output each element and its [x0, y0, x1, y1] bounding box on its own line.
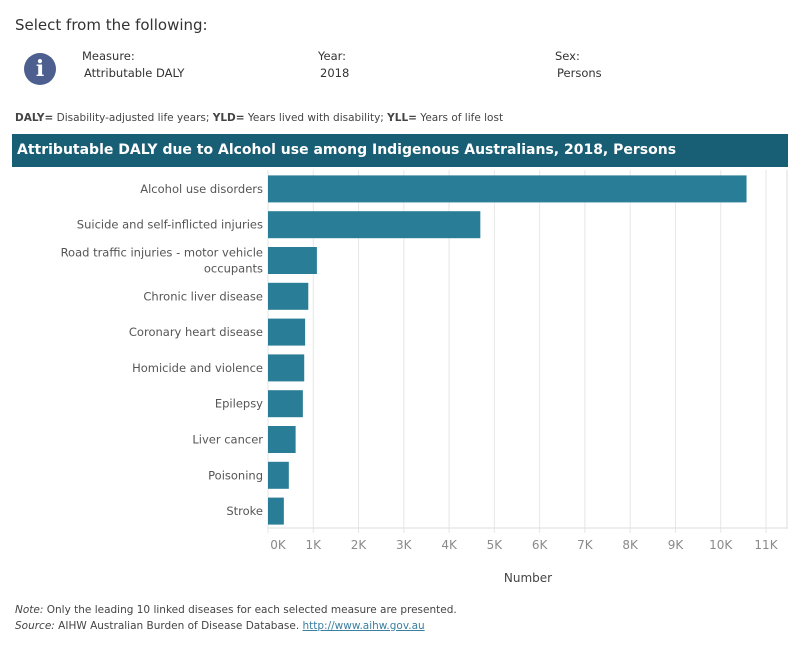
category-label-line: Chronic liver disease [143, 289, 263, 303]
footer: Note: Only the leading 10 linked disease… [15, 602, 457, 634]
x-tick-label: 9K [668, 538, 685, 552]
abbreviations: DALY= Disability-adjusted life years; YL… [15, 112, 503, 124]
sex-label: Sex: [555, 49, 580, 63]
abbr-def: Years of life lost [416, 112, 504, 124]
category-label: Epilepsy [215, 397, 263, 411]
x-tick-label: 4K [441, 538, 458, 552]
category-label: Suicide and self-inflicted injuries [77, 218, 263, 232]
source-line: Source: AIHW Australian Burden of Diseas… [15, 618, 457, 634]
bar [268, 175, 747, 203]
category-label: Poisoning [208, 468, 263, 482]
bar [268, 247, 317, 274]
category-label-line: Liver cancer [192, 433, 263, 447]
bar [268, 461, 289, 489]
category-label-line: Coronary heart disease [129, 325, 263, 339]
x-tick-label: 6K [532, 538, 549, 552]
year-label: Year: [318, 49, 347, 63]
category-label-line: Poisoning [208, 468, 263, 482]
sex-value[interactable]: Persons [557, 66, 602, 80]
abbr-def: Disability-adjusted life years; [53, 112, 213, 124]
category-label: Stroke [226, 504, 263, 518]
category-label-line: Epilepsy [215, 397, 263, 411]
category-label-line: Suicide and self-inflicted injuries [77, 218, 263, 232]
x-tick-label: 5K [487, 538, 504, 552]
source-label: Source: [15, 620, 55, 632]
bar-chart: 0K 1K 2K 3K 4K 5K 6K 7K 8K 9K 10K 11K Alcohol use di… [61, 170, 788, 585]
bar [268, 354, 305, 382]
source-link[interactable]: http://www.aihw.gov.au [302, 620, 425, 632]
category-label-line: Road traffic injuries - motor vehicle [61, 246, 263, 260]
category-label: Road traffic injuries - motor vehicle occ… [61, 246, 263, 276]
abbr-term: DALY= [15, 112, 54, 124]
abbr-def: Years lived with disability; [244, 112, 388, 124]
category-label-line: Stroke [226, 504, 263, 518]
bar [268, 426, 296, 453]
x-tick-label: 0K [270, 538, 287, 552]
category-label: Coronary heart disease [129, 325, 263, 339]
chart-title: Attributable DALY due to Alcohol use amo… [12, 134, 788, 167]
abbr-term: YLL= [387, 112, 417, 124]
category-label-line: Homicide and violence [132, 361, 263, 375]
x-tick-label: 8K [622, 538, 639, 552]
category-label-line: Alcohol use disorders [140, 182, 263, 196]
x-tick-label: 1K [306, 538, 323, 552]
category-label: Alcohol use disorders [140, 182, 263, 196]
x-tick-label: 10K [709, 538, 733, 552]
note-line: Note: Only the leading 10 linked disease… [15, 602, 457, 618]
measure-value[interactable]: Attributable DALY [84, 66, 185, 80]
x-tick-label: 7K [577, 538, 594, 552]
note-text: Only the leading 10 linked diseases for … [43, 604, 457, 616]
category-label: Chronic liver disease [143, 289, 263, 303]
source-text: AIHW Australian Burden of Disease Databa… [54, 620, 303, 632]
abbr-term: YLD= [212, 112, 245, 124]
bar [268, 318, 306, 346]
x-tick-label: 3K [396, 538, 413, 552]
category-label: Liver cancer [192, 433, 263, 447]
x-tick-label: 2K [351, 538, 368, 552]
bar [268, 282, 309, 310]
x-tick-label: 11K [754, 538, 778, 552]
note-label: Note: [15, 604, 44, 616]
category-label: Homicide and violence [132, 361, 263, 375]
measure-label: Measure: [82, 49, 135, 63]
x-axis-title: Number [504, 571, 552, 585]
select-heading: Select from the following: [15, 16, 208, 34]
bar [268, 497, 284, 525]
bar [268, 390, 303, 418]
category-label-line: occupants [204, 262, 263, 276]
info-icon[interactable]: i [24, 53, 56, 85]
year-value[interactable]: 2018 [320, 66, 350, 80]
bar [268, 211, 481, 239]
